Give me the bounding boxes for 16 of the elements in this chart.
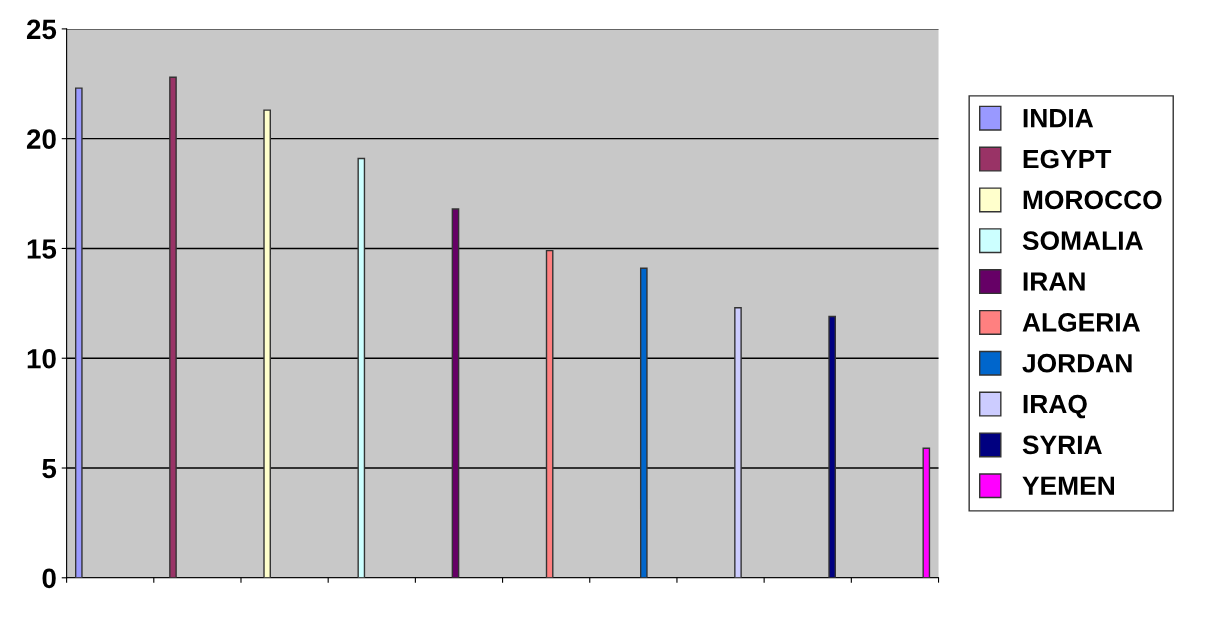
- y-tick-label: 25: [26, 19, 57, 40]
- y-tick-label: 5: [42, 458, 57, 479]
- legend-label: SYRIA: [1022, 435, 1102, 455]
- y-tick-label: 10: [27, 348, 56, 369]
- legend-label: JORDAN: [1022, 353, 1132, 373]
- legend-label: MOROCCO: [1023, 190, 1162, 210]
- legend-label: IRAN: [1023, 272, 1085, 291]
- y-tick-label: 20: [26, 129, 56, 150]
- y-tick-label: 0: [42, 568, 56, 589]
- legend-label: YEMEN: [1022, 476, 1114, 495]
- legend-label: SOMALIA: [1022, 231, 1143, 251]
- legend-label: EGYPT: [1023, 149, 1112, 169]
- legend-label: IRAQ: [1023, 394, 1087, 419]
- y-tick-label: 15: [27, 239, 57, 259]
- legend-label: INDIA: [1023, 109, 1094, 128]
- legend-label: ALGERIA: [1022, 313, 1140, 332]
